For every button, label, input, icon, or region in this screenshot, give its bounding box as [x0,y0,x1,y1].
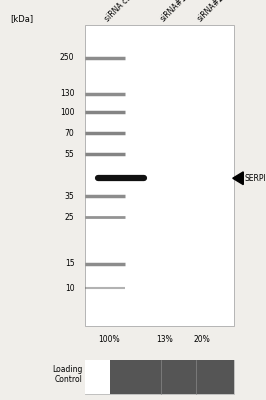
Text: [kDa]: [kDa] [11,14,34,23]
Text: 15: 15 [65,260,74,268]
Text: 250: 250 [60,53,74,62]
Text: Loading
Control: Loading Control [52,365,82,384]
Bar [85,360,110,394]
Text: 55: 55 [65,150,74,159]
Text: 20%: 20% [194,334,210,344]
Bar [85,360,234,394]
Polygon shape [233,172,243,185]
Text: 70: 70 [65,129,74,138]
Text: SERPINB5: SERPINB5 [245,174,266,183]
Text: siRNA#1: siRNA#1 [159,0,189,23]
Text: 25: 25 [65,213,74,222]
Text: 130: 130 [60,90,74,98]
Bar [85,25,234,326]
Text: siRNA#2: siRNA#2 [196,0,226,23]
Text: 100: 100 [60,108,74,116]
Text: 100%: 100% [98,334,120,344]
Text: siRNA ctrl: siRNA ctrl [103,0,136,23]
Bar [110,360,234,394]
Text: 10: 10 [65,284,74,292]
Text: 35: 35 [65,192,74,201]
Text: 13%: 13% [157,334,173,344]
